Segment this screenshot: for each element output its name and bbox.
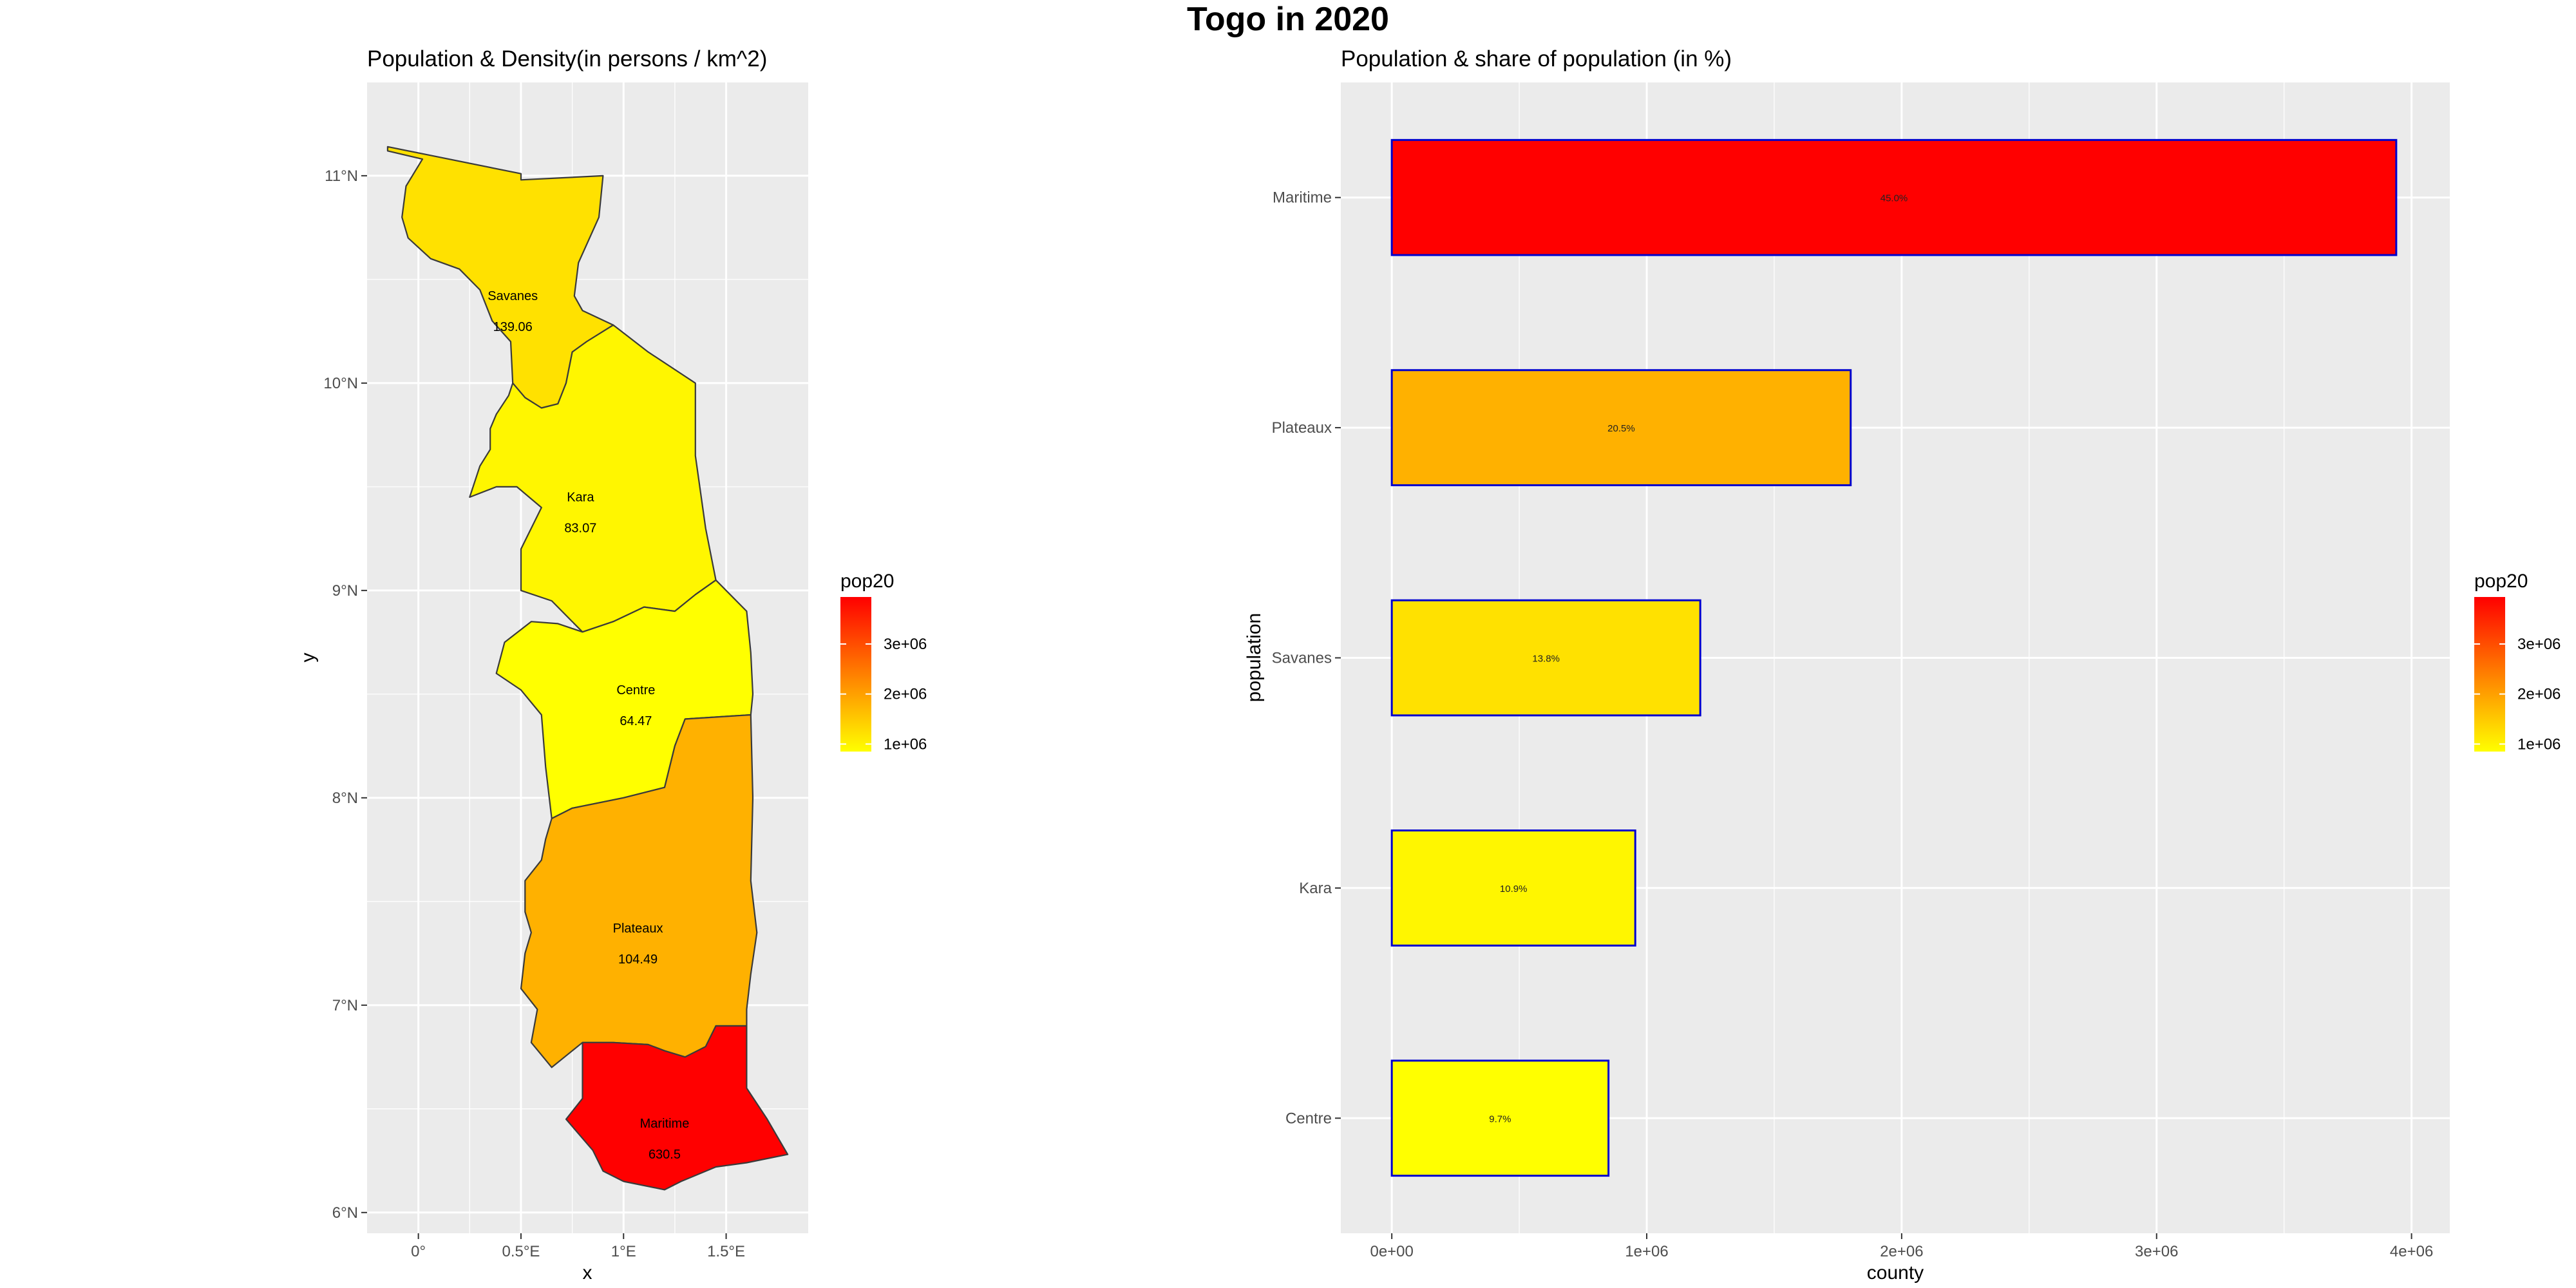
map-x-tick-label: 0.5°E — [502, 1243, 540, 1260]
legend-tick-label: 2e+06 — [2517, 686, 2561, 703]
region-density-label: 139.06 — [493, 320, 533, 334]
legend-tick-label: 1e+06 — [2517, 735, 2561, 753]
map-y-tick-label: 10°N — [323, 375, 358, 392]
bar-category-label: Centre — [1285, 1110, 1332, 1127]
region-name-label: Centre — [616, 683, 655, 697]
bar-axes: 0e+00 1e+06 2e+06 3e+06 4e+06 Centre Kara Savan… — [1272, 189, 2434, 1260]
bar-category-label: Plateaux — [1272, 419, 1332, 437]
map-y-tick-label: 6°N — [332, 1204, 358, 1222]
map-x-tick-label: 1°E — [611, 1243, 636, 1260]
bar-x-tick-label: 0e+00 — [1370, 1243, 1413, 1260]
region-maritime — [565, 1025, 789, 1191]
legend-colorbar — [2474, 597, 2505, 752]
region-density-label: 64.47 — [620, 714, 652, 728]
bar-x-tick-label: 3e+06 — [2135, 1243, 2178, 1260]
region-name-label: Savanes — [488, 289, 538, 303]
legend-tick-label: 1e+06 — [884, 735, 927, 753]
bar-kara — [1390, 829, 1636, 947]
figure-title: Togo in 2020 — [1187, 1, 1389, 38]
region-density-label: 83.07 — [564, 521, 596, 535]
bar-x-axis-label: county — [1867, 1262, 1924, 1283]
region-name-label: Plateaux — [613, 922, 663, 936]
bar-panel: Population & share of population (in %) … — [1244, 46, 2561, 1283]
region-density-label: 104.49 — [618, 952, 658, 967]
bar-maritime — [1390, 138, 2398, 256]
legend-tick-label: 3e+06 — [884, 636, 927, 653]
bar-value-label: 10.9% — [1500, 884, 1528, 895]
map-panel: Population & Density(in persons / km^2) … — [298, 46, 927, 1283]
legend-tick-label: 3e+06 — [2517, 636, 2561, 653]
bar-category-label: Maritime — [1273, 189, 1332, 207]
legend-tick-label: 2e+06 — [884, 686, 927, 703]
bar-value-label: 20.5% — [1607, 423, 1635, 434]
bar-y-axis-label: population — [1244, 613, 1265, 702]
bar-category-label: Savanes — [1272, 650, 1332, 667]
bar-legend: pop20 1e+06 2e+06 3e+06 — [2474, 571, 2561, 753]
bar-value-label: 13.8% — [1532, 654, 1560, 665]
map-regions — [386, 146, 789, 1191]
map-legend: pop20 1e+06 2e+06 3e+06 — [840, 571, 927, 753]
map-x-tick-label: 1.5°E — [707, 1243, 745, 1260]
map-y-tick-label: 7°N — [332, 997, 358, 1014]
map-region-labels: Savanes 139.06 Kara 83.07 Centre 64.47 Plateau… — [488, 289, 689, 1162]
bar-value-label: 9.7% — [1489, 1113, 1511, 1124]
bar-x-tick-label: 4e+06 — [2390, 1243, 2433, 1260]
map-x-tick-label: 0° — [411, 1243, 426, 1260]
map-y-axis-label: y — [298, 653, 319, 663]
bar-value-label: 45.0% — [1880, 193, 1908, 204]
bar-x-tick-label: 1e+06 — [1625, 1243, 1668, 1260]
map-y-tick-label: 8°N — [332, 790, 358, 807]
map-x-axis-label: x — [583, 1262, 592, 1283]
region-density-label: 630.5 — [649, 1148, 681, 1162]
region-name-label: Kara — [567, 490, 594, 504]
bar-category-label: Kara — [1299, 880, 1332, 897]
bar-centre — [1390, 1059, 1610, 1177]
map-y-tick-label: 11°N — [325, 167, 358, 185]
region-name-label: Maritime — [640, 1117, 690, 1131]
map-title: Population & Density(in persons / km^2) — [367, 46, 767, 71]
legend-title: pop20 — [840, 571, 894, 592]
bar-chart-title: Population & share of population (in %) — [1341, 46, 1732, 71]
map-axes: 0° 0.5°E 1°E 1.5°E 6°N 7°N 8°N 9°N 10°N 11°N — [323, 167, 745, 1260]
bar-x-tick-label: 2e+06 — [1880, 1243, 1923, 1260]
legend-title: pop20 — [2474, 571, 2528, 592]
map-y-tick-label: 9°N — [332, 582, 358, 600]
bar-savanes — [1390, 599, 1701, 717]
bar-series: 9.7% 10.9% 13.8% 20.5% 45.0% — [1390, 138, 2398, 1177]
legend-colorbar — [840, 597, 871, 752]
bar-plateaux — [1390, 369, 1852, 486]
